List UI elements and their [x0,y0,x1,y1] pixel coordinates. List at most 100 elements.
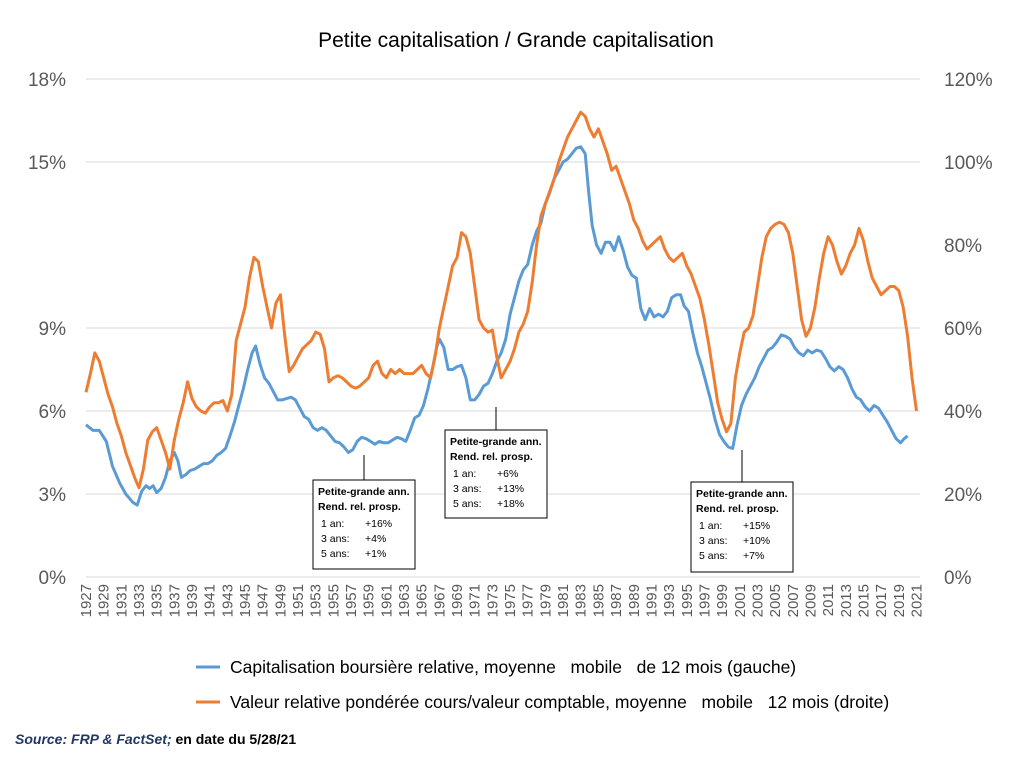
annotation-frame [690,481,794,573]
small-cap-line [85,145,909,507]
x-tick-label: 1971 [467,584,484,617]
x-tick-label: 1955 [325,584,342,617]
x-tick-label: 1961 [378,584,395,617]
annotation-row-label: 3 ans: [321,533,350,545]
annotation-boxes: Petite-grande ann. Rend. rel. prosp. 1 an:… [312,407,794,573]
x-tick-label: 2009 [802,584,819,617]
x-tick-label: 1969 [449,584,466,617]
x-tick-label: 1981 [555,584,572,617]
x-tick-label: 2005 [767,584,784,617]
x-tick-label: 1941 [202,584,219,617]
annotation-row-value: +18% [497,498,524,510]
x-tick-label: 2007 [785,584,802,617]
x-tick-label: 1933 [131,584,148,617]
x-tick-label: 1965 [414,584,431,617]
y-right-tick-label: 80% [944,236,982,257]
y-right-tick-label: 20% [944,485,982,506]
source-note: Source: FRP & FactSet; en date du 5/28/2… [15,731,296,747]
x-tick-label: 1959 [361,584,378,617]
annotation-row-label: 1 an: [453,468,476,480]
x-tick-label: 1939 [184,584,201,617]
x-tick-label: 2017 [873,584,890,617]
x-tick-label: 1997 [696,584,713,617]
annotation-row-label: 1 an: [699,520,722,532]
annotation-title: Petite-grande ann. [696,488,788,500]
x-tick-label: 1995 [679,584,696,617]
annotation-row-value: +13% [497,483,524,495]
annotation-row-value: +6% [497,468,518,480]
annotation-row-label: 3 ans: [453,483,482,495]
annotation-frame [312,479,416,570]
gridlines [86,78,920,578]
y-left-tick-label: 18% [28,70,66,91]
x-tick-label: 1979 [537,584,554,617]
left-axis: 0% 3% 6% 9% 15% 18% [28,70,66,589]
series-lines [84,110,918,507]
x-tick-label: 1953 [308,584,325,617]
annotation-row-label: 5 ans: [321,548,350,560]
x-tick-label: 1943 [219,584,236,617]
x-tick-label: 2019 [891,584,908,617]
annotation-row-value: +16% [365,518,392,530]
y-right-tick-label: 100% [944,153,993,174]
annotation-box: Petite-grande ann. Rend. rel. prosp. 1 an:… [690,450,794,573]
x-tick-label: 1949 [272,584,289,617]
legend-label-small-cap: Capitalisation boursière relative, moyen… [230,657,796,677]
x-tick-label: 1951 [290,584,307,617]
annotation-row-label: 1 an: [321,518,344,530]
legend-label-value: Valeur relative pondérée cours/valeur co… [230,692,889,712]
x-tick-label: 2013 [838,584,855,617]
chart-title: Petite capitalisation / Grande capitalis… [318,29,714,52]
x-tick-label: 1987 [608,584,625,617]
x-tick-label: 1931 [113,584,130,617]
x-tick-label: 1929 [96,584,113,617]
x-tick-label: 1989 [626,584,643,617]
x-tick-label: 1927 [78,584,95,617]
x-tick-label: 1945 [237,584,254,617]
annotation-row-value: +10% [743,535,770,547]
x-tick-label: 1937 [166,584,183,617]
source-prefix: Source: FRP & FactSet; [15,731,172,747]
y-right-tick-label: 40% [944,402,982,423]
annotation-subtitle: Rend. rel. prosp. [450,451,533,463]
annotation-title: Petite-grande ann. [318,486,410,498]
annotation-title: Petite-grande ann. [450,436,542,448]
annotation-frame [444,429,548,519]
legend: Capitalisation boursière relative, moyen… [196,657,889,712]
y-left-tick-label: 6% [39,402,67,423]
source-suffix: en date du 5/28/21 [175,731,297,747]
annotation-row-value: +7% [743,550,764,562]
annotation-row-value: +15% [743,520,770,532]
x-tick-label: 2011 [820,584,837,616]
annotation-row-label: 5 ans: [699,550,728,562]
y-left-tick-label: 0% [39,568,67,589]
annotation-row-label: 3 ans: [699,535,728,547]
y-right-tick-label: 120% [944,70,993,91]
x-tick-label: 1947 [255,584,272,617]
x-tick-label: 1977 [520,584,537,617]
value-line [84,110,918,490]
annotation-row-label: 5 ans: [453,498,482,510]
annotation-subtitle: Rend. rel. prosp. [696,503,779,515]
x-tick-label: 1983 [573,584,590,617]
annotation-box: Petite-grande ann. Rend. rel. prosp. 1 an:… [444,407,548,519]
x-tick-label: 2015 [855,584,872,617]
annotation-row-value: +1% [365,548,386,560]
x-tick-label: 1973 [484,584,501,617]
x-tick-label: 1957 [343,584,360,617]
annotation-subtitle: Rend. rel. prosp. [318,501,401,513]
x-tick-label: 1991 [643,584,660,617]
x-tick-label: 2003 [749,584,766,617]
x-tick-label: 2001 [732,584,749,617]
annotation-box: Petite-grande ann. Rend. rel. prosp. 1 an:… [312,455,416,570]
y-left-tick-label: 3% [39,485,67,506]
x-axis: 1927 1929 1931 1933 1935 1937 1939 1941 1943 1945… [78,584,925,617]
x-tick-label: 1993 [661,584,678,617]
x-tick-label: 1963 [396,584,413,617]
x-tick-label: 1967 [431,584,448,617]
y-right-tick-label: 60% [944,319,982,340]
x-tick-label: 1985 [590,584,607,617]
x-tick-label: 1975 [502,584,519,617]
